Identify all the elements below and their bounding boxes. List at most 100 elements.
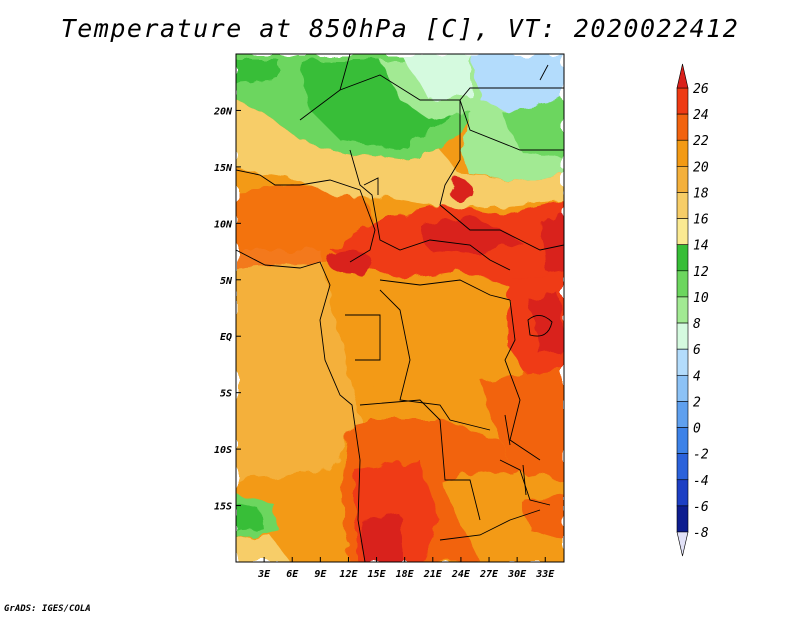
colorbar-label: 24 <box>693 108 709 123</box>
colorbar-segment <box>676 296 689 324</box>
colorbar-label: 16 <box>693 213 709 228</box>
border-drc-north <box>379 279 511 301</box>
colorbar-label: 4 <box>693 369 701 384</box>
border-south-sudan <box>439 204 564 251</box>
colorbar-label: -2 <box>693 448 709 463</box>
colorbar-label: 18 <box>693 186 709 201</box>
chart-title: Temperature at 850hPa [C], VT: 202002241… <box>60 14 740 43</box>
y-tick-label: 10N <box>214 219 233 230</box>
colorbar-segment <box>676 453 689 481</box>
colorbar-segment <box>676 322 689 350</box>
field-ne-blue <box>470 54 564 115</box>
y-tick-label: 20N <box>213 106 233 117</box>
border-angola <box>359 399 481 521</box>
lake-chad-outline <box>363 177 379 195</box>
x-tick-label: 18E <box>396 569 415 580</box>
border-congo-drc <box>379 289 491 431</box>
field-hotspot <box>448 180 472 200</box>
field-south-hot <box>360 515 405 562</box>
colorbar-segment <box>676 244 689 272</box>
x-tick-label: 15E <box>368 569 387 580</box>
x-tick-label: 6E <box>286 569 299 580</box>
x-tick-label: 12E <box>339 569 358 580</box>
field-se-orange <box>520 495 564 540</box>
colorbar-label: 0 <box>693 422 701 437</box>
border-west <box>236 169 300 186</box>
x-tick-label: 24E <box>451 569 471 580</box>
field-congo <box>360 280 510 420</box>
y-axis: 20N 15N 10N 5N EQ 5S 10S 15S <box>213 106 241 513</box>
y-tick-label: 15N <box>214 163 233 174</box>
colorbar-segment <box>676 505 689 533</box>
x-axis: 3E 6E 9E 12E 15E 18E 21E 24E 27E 30E 33E <box>257 557 555 580</box>
colorbar-label: 2 <box>693 395 701 410</box>
colorbar-bottom-arrow <box>676 531 689 557</box>
field-east-flank <box>480 370 564 480</box>
x-tick-label: 21E <box>423 569 443 580</box>
x-tick-label: 9E <box>314 569 327 580</box>
colorbar-segment <box>676 87 689 115</box>
field-hot-core-north <box>420 215 520 255</box>
colorbar-label: 6 <box>693 343 701 358</box>
colorbar-label: 8 <box>693 317 701 332</box>
field-north-pale <box>400 54 470 100</box>
field-atlantic <box>236 250 360 480</box>
coastline-path <box>236 249 366 562</box>
colorbar-label: 12 <box>693 265 709 280</box>
colorbar-segment <box>676 348 689 376</box>
colorbar-segment <box>676 270 689 298</box>
colorbar-label: 14 <box>693 239 709 254</box>
border-gabon <box>345 314 381 361</box>
x-tick-label: 30E <box>507 569 527 580</box>
field-nw-green <box>236 60 280 84</box>
colorbar-segment <box>676 374 689 402</box>
field-south-east <box>440 470 564 562</box>
grads-credit: GrADS: IGES/COLA <box>4 604 91 614</box>
y-tick-label: EQ <box>220 332 232 343</box>
colorbar-label: 20 <box>693 160 709 175</box>
plot-frame <box>235 53 565 563</box>
border-zambia-south <box>439 509 541 541</box>
colorbar-segment <box>676 139 689 167</box>
colorbar-segment <box>676 427 689 454</box>
lake-victoria <box>527 315 553 337</box>
colorbar-segment <box>676 479 689 507</box>
colorbar-segment <box>676 401 689 428</box>
border-lakes <box>504 299 541 461</box>
y-tick-label: 10S <box>214 445 232 456</box>
colorbar-segment <box>676 113 689 141</box>
lake-malawi <box>522 464 527 496</box>
y-tick-label: 5S <box>220 389 232 400</box>
y-tick-label: 15S <box>214 502 232 513</box>
field-ne-green <box>500 100 564 160</box>
x-tick-label: 33E <box>535 569 555 580</box>
field-sw-yellow <box>236 535 290 562</box>
colorbar-segment <box>676 166 689 193</box>
colorbar-label: 22 <box>693 134 709 149</box>
colorbar-label: -6 <box>693 500 709 515</box>
x-tick-label: 3E <box>257 569 271 580</box>
y-tick-label: 5N <box>220 276 233 287</box>
colorbar-label: -4 <box>693 474 709 489</box>
colorbar-label: -8 <box>693 526 709 541</box>
border-chad-car <box>349 149 511 271</box>
border-red-sea <box>539 64 549 81</box>
country-borders <box>236 54 564 562</box>
border-sudan-chad <box>439 100 461 206</box>
border-nigeria <box>299 179 376 263</box>
x-tick-label: 27E <box>479 569 499 580</box>
border-sudan-north <box>459 99 564 151</box>
colorbar-top-arrow <box>676 63 689 89</box>
lake-tanganyika <box>504 414 511 446</box>
colorbar-segment <box>676 192 689 219</box>
field-sw-darkgreen <box>236 505 262 530</box>
temperature-field <box>236 54 564 562</box>
colorbar-label: 26 <box>693 82 709 97</box>
field-lakes-hot <box>530 295 564 355</box>
field-yellow-belt <box>236 100 564 210</box>
colorbar-segment <box>676 218 689 246</box>
border-libya <box>339 54 351 91</box>
colorbar-label: 10 <box>693 291 709 306</box>
